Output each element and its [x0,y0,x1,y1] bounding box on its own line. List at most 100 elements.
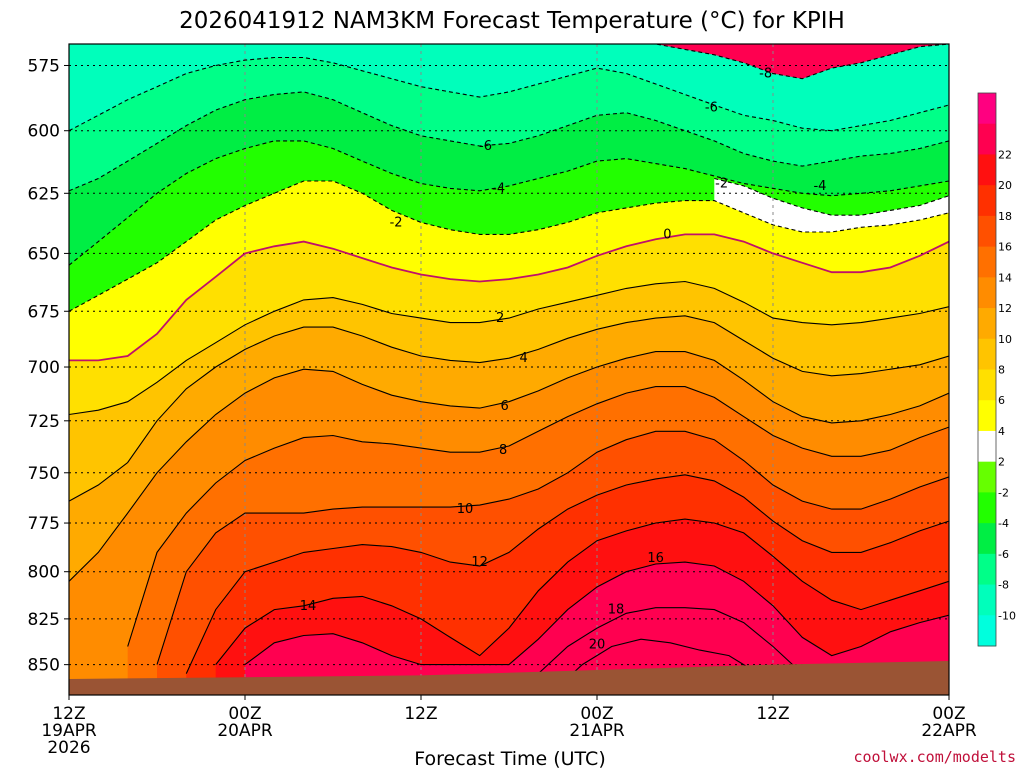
isotherm-label: 4 [520,351,528,366]
isotherm-line-11 [156,430,949,665]
colorbar-label: 20 [998,179,1012,192]
colorbar-swatch [978,461,996,493]
colorbar-swatch [978,615,996,647]
colorbar-label: 10 [998,333,1012,346]
chart-title: 2026041912 NAM3KM Forecast Temperature (… [179,8,845,34]
y-tick-label: 650 [28,244,60,264]
plot-frame [68,43,950,696]
colorbar-swatch [978,308,996,340]
isotherm-label: -2 [715,176,728,191]
colorbar-swatch [978,215,996,248]
x-tick-label: 2026 [47,738,90,758]
isotherm-line-5 [69,180,949,312]
isotherm-line-2 [69,91,949,192]
isotherm-label: -6 [479,139,492,154]
colorbar-swatch [978,246,996,278]
isotherm-label: 14 [300,599,317,614]
x-tick-label: 00Z [932,704,965,724]
isotherm-line-3 [69,140,949,266]
colorbar-label: 22 [998,148,1012,161]
isotherm-label: 6 [500,399,508,414]
isotherm-label: -4 [492,181,505,196]
colorbar-label: 18 [998,210,1012,223]
isotherm-line-8 [69,315,949,502]
colorbar-swatch [978,185,996,217]
colorbar-swatch [978,369,996,401]
y-axis: 575 600 625 650 675 700 725 750 775 800 825 850 [28,56,69,676]
x-tick-label: 22APR [921,721,977,741]
y-tick-label: 800 [28,563,60,583]
colorbar-label: 8 [998,364,1005,377]
colorbar-label: 6 [998,394,1005,407]
y-tick-label: 775 [28,514,60,534]
credit-link[interactable]: coolwx.com/modelts [853,748,1016,766]
y-tick-label: 750 [28,464,60,484]
isotherm-line-9 [69,351,949,582]
colorbar-label: 4 [998,425,1005,438]
x-tick-label: 20APR [217,721,273,741]
colorbar-swatch [978,154,996,186]
colorbar-swatch [978,492,996,524]
y-tick-label: 825 [28,610,60,630]
colorbar-label: 14 [998,271,1012,284]
isotherm-line-0 [69,44,949,80]
colorbar-swatch [978,400,996,432]
isotherm-line-6 [69,233,949,362]
isotherm-line-12 [185,474,949,674]
colorbar-label: -10 [998,609,1016,622]
colorbar-swatch [978,123,996,155]
isotherm-lines [69,44,949,695]
isotherm-line-10 [127,386,949,647]
x-tick-label: 00Z [580,704,613,724]
isotherm-line-7 [69,280,949,416]
y-tick-label: 600 [28,122,60,142]
x-tick-label: 00Z [228,704,261,724]
isotherm-label: 20 [589,638,606,653]
y-tick-label: 850 [28,656,60,676]
isotherm-label: 12 [471,555,488,570]
x-tick-label: 12Z [52,704,85,724]
colorbar-frame [977,92,997,647]
isotherm-label: 16 [647,551,664,566]
isotherm-label: -6 [705,101,718,116]
colorbar-label: -2 [998,486,1009,499]
isotherm-label: 2 [496,311,504,326]
colorbar-label: 12 [998,302,1012,315]
x-tick-label: 19APR [41,721,97,741]
colorbar-swatch [978,430,996,463]
colorbar-swatch [978,338,996,370]
x-tick-label: 12Z [756,704,789,724]
colorbar-swatch [978,523,996,555]
isotherm-line-14 [244,561,949,666]
isotherm-label: 0 [663,227,671,242]
y-tick-label: 725 [28,412,60,432]
x-tick-label: 12Z [404,704,437,724]
isotherm-line-13 [215,518,949,665]
colorbar-label: 2 [998,456,1005,469]
y-tick-label: 675 [28,302,60,322]
isotherm-line-15 [537,607,803,675]
y-tick-label: 625 [28,184,60,204]
colorbar-label: -6 [998,548,1009,561]
colorbar-swatch [978,553,996,586]
colorbar-label: -4 [998,517,1009,530]
isotherm-label: 18 [608,603,625,618]
colorbar-swatch [978,93,996,125]
colorbar-label: -8 [998,579,1009,592]
isotherm-line-16 [552,638,759,692]
isotherm-labels: -8 -6 -6 -4 -2 -4 -2 0 2 4 6 8 10 12 14 16 18 20 [300,66,827,652]
terrain-fill [69,661,949,695]
plot-area [69,44,949,695]
y-tick-label: 700 [28,358,60,378]
isotherm-label: -4 [813,179,826,194]
colorbar-swatch [978,584,996,616]
isotherm-line-1 [69,56,949,132]
isotherm-label: 8 [499,443,507,458]
isotherm-label: -2 [390,215,403,230]
colorbar-label: 16 [998,241,1012,254]
colorbar: 22 20 18 16 14 12 10 8 6 4 2 -2 -4 -6 -8 -10 [977,92,1016,647]
isotherm-label: 10 [457,502,474,517]
isotherm-label: -8 [759,66,772,81]
